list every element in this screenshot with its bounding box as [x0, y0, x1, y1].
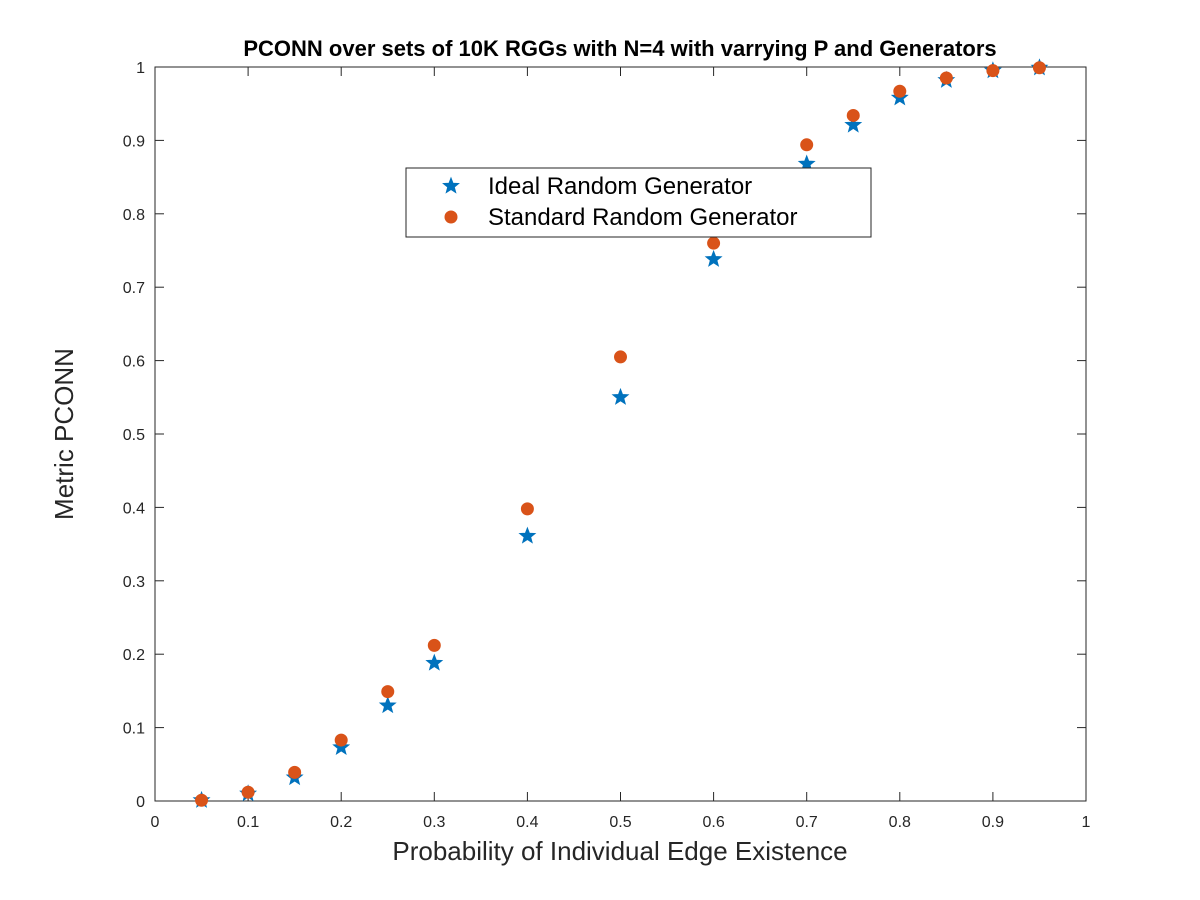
data-point — [614, 350, 627, 364]
x-tick-label: 0.3 — [423, 814, 445, 831]
data-point — [334, 733, 348, 747]
data-point — [427, 638, 441, 652]
x-tick-label: 0 — [151, 814, 160, 831]
y-axis-ticks — [155, 66, 1086, 802]
legend-marker — [442, 176, 460, 194]
data-point — [846, 108, 860, 122]
data-point — [986, 64, 1000, 78]
y-tick-label: 1 — [136, 60, 145, 77]
data-point — [704, 249, 723, 267]
x-tick-label: 0.9 — [982, 814, 1004, 831]
series-2 — [195, 61, 1046, 807]
y-tick-label: 0 — [136, 794, 145, 811]
legend-box — [405, 167, 872, 238]
x-tick-label: 0.7 — [796, 814, 818, 831]
legend-marker — [444, 210, 458, 224]
y-axis-label: Metric PCONN — [49, 348, 79, 520]
data-point — [378, 696, 397, 714]
data-point — [611, 387, 630, 405]
y-tick-label: 0.2 — [123, 647, 145, 664]
y-tick-label: 0.9 — [123, 133, 145, 150]
x-tick-label: 0.4 — [516, 814, 538, 831]
data-point — [1032, 61, 1046, 75]
y-tick-label: 0.6 — [123, 354, 145, 371]
y-tick-label: 0.4 — [123, 500, 145, 517]
legend-entries: Ideal Random Generator Standard Random Ge… — [442, 173, 798, 231]
x-tick-label: 0.6 — [702, 814, 724, 831]
data-point — [707, 236, 721, 250]
y-tick-label: 0.8 — [123, 207, 145, 224]
data-point — [797, 154, 816, 172]
y-tick-label: 0.7 — [123, 280, 145, 297]
legend-label: Ideal Random Generator — [488, 173, 752, 200]
x-axis-ticks — [154, 67, 1087, 801]
data-point — [195, 793, 209, 807]
y-axis-tick-labels: 0 0.1 0.2 0.3 0.4 0.5 0.6 0.7 0.8 0.9 1 — [123, 60, 145, 811]
data-point — [520, 502, 534, 516]
x-axis-tick-labels: 0 0.1 0.2 0.3 0.4 0.5 0.6 0.7 0.8 0.9 1 — [151, 814, 1091, 831]
data-point — [288, 765, 302, 779]
x-tick-label: 0.8 — [889, 814, 911, 831]
data-point — [893, 84, 907, 98]
x-tick-label: 0.2 — [330, 814, 352, 831]
x-axis-label: Probability of Individual Edge Existence — [392, 836, 847, 866]
data-point — [381, 685, 395, 699]
y-tick-label: 0.3 — [123, 574, 145, 591]
chart-title: PCONN over sets of 10K RGGs with N=4 wit… — [243, 36, 996, 61]
x-tick-label: 0.1 — [237, 814, 259, 831]
x-tick-label: 0.5 — [609, 814, 631, 831]
y-tick-label: 0.1 — [123, 721, 145, 738]
data-point — [241, 785, 255, 799]
data-point — [332, 738, 351, 756]
legend: Ideal Random Generator Standard Random Ge… — [405, 167, 872, 238]
data-point — [425, 653, 444, 671]
legend-label: Standard Random Generator — [488, 204, 798, 231]
data-point — [518, 526, 537, 544]
data-point — [844, 115, 863, 133]
y-tick-label: 0.5 — [123, 427, 145, 444]
data-point — [800, 138, 814, 152]
data-point — [939, 71, 953, 85]
series-layer — [192, 58, 1049, 808]
x-tick-label: 1 — [1082, 814, 1091, 831]
